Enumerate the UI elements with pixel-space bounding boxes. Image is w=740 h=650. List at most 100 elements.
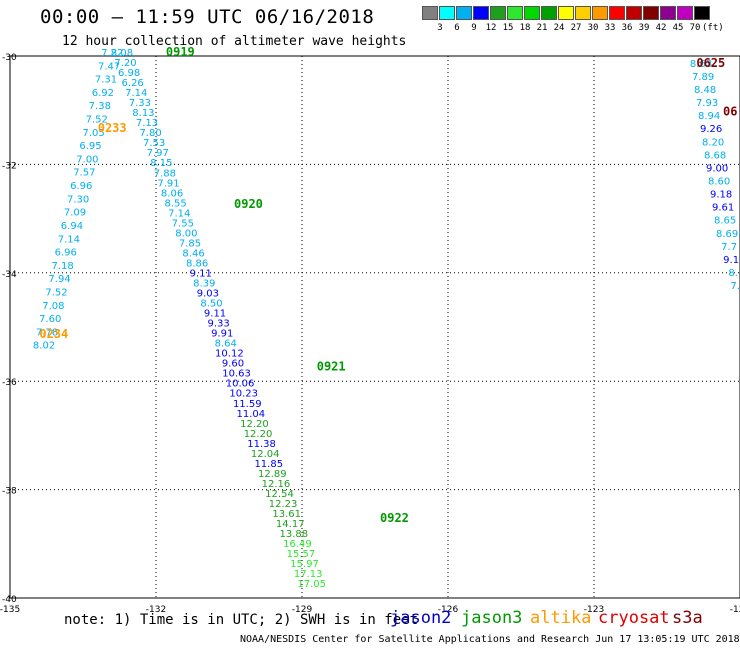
swh-value-label: 7.05	[82, 128, 104, 139]
color-scale-label: 21	[536, 23, 548, 33]
swh-value-label: 9.61	[712, 203, 734, 214]
swh-value-label: 9.11	[190, 268, 212, 279]
swh-value-label: 7.30	[67, 194, 89, 205]
swh-value-label: 11.85	[254, 459, 283, 470]
x-tick-label: -135	[0, 605, 20, 615]
swh-value-label: 8.68	[704, 150, 726, 161]
swh-value-label: 7.93	[696, 98, 718, 109]
swh-value-label: 9.60	[222, 359, 244, 370]
x-tick-label: -126	[438, 605, 459, 615]
pass-time-label: 0922	[380, 511, 409, 525]
swh-value-label: 6.98	[118, 68, 140, 79]
legend-s3a: s3a	[672, 608, 703, 628]
swh-value-label: 12.04	[251, 449, 280, 460]
x-tick-label: -132	[146, 605, 166, 615]
x-tick-label: -129	[292, 605, 313, 615]
y-tick-label: -36	[2, 378, 17, 388]
pass-time-label: 0921	[317, 359, 346, 373]
swh-value-label: 6.26	[122, 78, 144, 89]
swh-value-label: 8.86	[186, 258, 208, 269]
color-scale-swatch	[541, 6, 557, 20]
swh-value-label: 17.13	[294, 569, 323, 580]
swh-value-label: 7.13	[136, 118, 158, 129]
pass-time-label: 0919	[166, 45, 195, 59]
pass-time-label: 0234	[39, 327, 68, 341]
swh-value-label: 8.08	[111, 48, 133, 59]
color-scale-label: 39	[638, 23, 650, 33]
y-tick-label: -32	[2, 161, 17, 171]
y-tick-label: -40	[2, 595, 17, 605]
legend-altika: altika	[530, 608, 592, 628]
swh-value-label: 7.08	[42, 301, 64, 312]
y-tick-label: -34	[2, 270, 17, 280]
swh-value-label: 7.57	[73, 168, 95, 179]
color-scale-label: 36	[621, 23, 633, 33]
swh-value-label: 8.02	[33, 341, 55, 352]
swh-value-label: 9.11	[204, 309, 226, 320]
color-scale-swatch	[490, 6, 506, 20]
swh-value-label: 7.52	[45, 287, 67, 298]
pass-time-label: 0920	[234, 197, 263, 211]
pass-time-label: 0233	[98, 121, 127, 135]
x-tick-label: -120	[730, 605, 740, 615]
swh-value-label: 9.91	[211, 329, 233, 340]
swh-value-label: 11.59	[233, 399, 262, 410]
swh-value-label: 7.53	[143, 138, 165, 149]
swh-value-label: 8.06	[161, 188, 183, 199]
legend-jason2: jason2	[390, 608, 452, 628]
color-scale-label: 42	[655, 23, 667, 33]
page-subtitle: 12 hour collection of altimeter wave hei…	[62, 34, 407, 49]
swh-value-label: 12.16	[262, 479, 291, 490]
swh-value-label: 7.7	[721, 242, 737, 253]
swh-value-label: 7.91	[157, 178, 179, 189]
swh-value-label: 9.33	[207, 319, 229, 330]
swh-value-label: 11.04	[237, 409, 266, 420]
color-scale-swatch	[558, 6, 574, 20]
swh-value-label: 17.05	[297, 579, 326, 590]
swh-value-label: 7.18	[52, 261, 74, 272]
swh-value-label: 16.49	[283, 539, 312, 550]
swh-value-label: 8.48	[694, 85, 716, 96]
color-scale-swatch	[507, 6, 523, 20]
swh-value-label: 8.39	[193, 279, 215, 290]
color-scale-label: 27	[570, 23, 582, 33]
swh-value-label: 7.00	[76, 154, 98, 165]
swh-value-label: 7.14	[58, 234, 80, 245]
color-scale-label: 30	[587, 23, 599, 33]
swh-value-label: 8.50	[200, 299, 222, 310]
swh-value-label: 13.61	[272, 509, 301, 520]
swh-value-label: 8.65	[714, 216, 736, 227]
swh-value-label: 7.85	[179, 238, 201, 249]
swh-value-label: 7.55	[172, 218, 194, 229]
swh-value-label: 8.60	[708, 176, 730, 187]
swh-value-label: 12.20	[244, 429, 273, 440]
swh-value-label: 8.	[728, 268, 738, 279]
swh-value-label: 7.14	[125, 88, 147, 99]
color-scale-label: 9	[471, 23, 477, 33]
swh-value-label: 6.96	[70, 181, 92, 192]
swh-value-label: 8.64	[215, 339, 237, 350]
color-scale-label: (ft)	[702, 23, 724, 33]
color-scale-label: 45	[672, 23, 684, 33]
color-scale-swatch	[439, 6, 455, 20]
credit-footer: NOAA/NESDIS Center for Satellite Applica…	[240, 634, 740, 645]
swh-value-label: 7.80	[139, 128, 161, 139]
swh-value-label: 12.54	[265, 489, 294, 500]
swh-value-label: 7.31	[95, 75, 117, 86]
legend-jason3: jason3	[461, 608, 523, 628]
color-scale-swatch	[643, 6, 659, 20]
pass-time-label: 06	[723, 105, 737, 119]
swh-value-label: 6.96	[55, 248, 77, 259]
swh-value-label: 6.92	[92, 88, 114, 99]
color-scale-label: 18	[519, 23, 531, 33]
swh-value-label: 7.33	[129, 98, 151, 109]
swh-value-label: 7.89	[692, 72, 714, 83]
swh-value-label: 6.95	[79, 141, 101, 152]
swh-value-label: 8.69	[716, 229, 738, 240]
swh-value-label: 8.13	[132, 108, 154, 119]
y-tick-label: -38	[2, 487, 17, 497]
x-tick-label: -123	[584, 605, 604, 615]
swh-value-label: 11.38	[247, 439, 276, 450]
color-scale-label: 33	[604, 23, 616, 33]
